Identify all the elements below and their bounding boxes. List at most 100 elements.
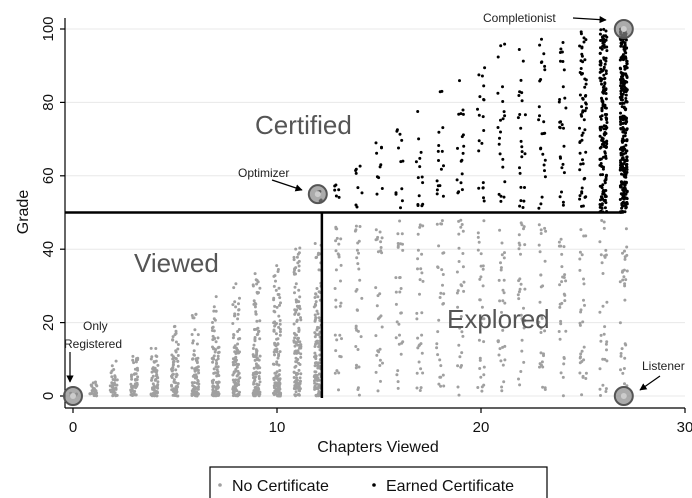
- no-certificate-point-1249: [478, 339, 481, 342]
- no-certificate-point-1322: [517, 378, 520, 381]
- no-certificate-point-870: [293, 271, 296, 274]
- earned-certificate-point-722: [625, 62, 628, 65]
- earned-certificate-point-227: [581, 187, 584, 190]
- earned-certificate-point-76: [462, 113, 465, 116]
- no-certificate-point-1058: [355, 256, 358, 259]
- no-certificate-point-1168: [419, 223, 422, 226]
- no-certificate-point-706: [273, 386, 276, 389]
- no-certificate-point-362: [211, 361, 214, 364]
- no-certificate-point-558: [258, 319, 261, 322]
- no-certificate-point-184: [150, 347, 153, 350]
- earned-certificate-point-21: [376, 175, 379, 178]
- earned-certificate-point-420: [601, 173, 604, 176]
- no-certificate-point-1261: [482, 268, 485, 271]
- no-certificate-point-1201: [442, 385, 445, 388]
- no-certificate-point-1441: [599, 367, 602, 370]
- no-certificate-point-632: [253, 379, 256, 382]
- no-certificate-point-234: [176, 374, 179, 377]
- earned-certificate-point-570: [619, 67, 622, 70]
- no-certificate-point-872: [297, 330, 300, 333]
- earned-certificate-point-130: [519, 199, 522, 202]
- earned-certificate-point-349: [603, 77, 606, 80]
- earned-certificate-point-693: [622, 162, 625, 165]
- no-certificate-point-1419: [603, 325, 606, 328]
- no-certificate-point-1018: [314, 362, 317, 365]
- no-certificate-point-731: [277, 315, 280, 318]
- no-certificate-point-404: [217, 374, 220, 377]
- earned-certificate-point-198: [561, 51, 564, 54]
- no-certificate-point-860: [293, 308, 296, 311]
- earned-certificate-point-178: [544, 159, 547, 162]
- earned-certificate-point-42: [417, 176, 420, 179]
- earned-certificate-point-175: [538, 44, 541, 47]
- earned-certificate-point-79: [456, 147, 459, 150]
- earned-certificate-point-127: [503, 114, 506, 117]
- earned-certificate-point-238: [579, 152, 582, 155]
- no-certificate-point-1057: [360, 335, 363, 338]
- no-certificate-point-124: [133, 392, 136, 395]
- earned-certificate-point-47: [417, 204, 420, 207]
- no-certificate-point-102: [134, 382, 137, 385]
- no-certificate-point-411: [211, 321, 214, 324]
- earned-certificate-point-713: [619, 127, 622, 130]
- earned-certificate-point-151: [518, 166, 521, 169]
- no-certificate-point-1152: [420, 271, 423, 274]
- no-certificate-point-1098: [378, 364, 381, 367]
- earned-certificate-point-261: [579, 94, 582, 97]
- no-certificate-point-1036: [340, 264, 343, 267]
- no-certificate-point-1379: [559, 320, 562, 323]
- earned-certificate-point-710: [624, 46, 627, 49]
- earned-certificate-point-54: [442, 164, 445, 167]
- no-certificate-point-1392: [578, 258, 581, 261]
- no-certificate-point-1385: [563, 357, 566, 360]
- no-certificate-point-1163: [421, 372, 424, 375]
- no-certificate-point-1192: [437, 244, 440, 247]
- no-certificate-point-1361: [564, 330, 567, 333]
- earned-certificate-point-110: [497, 126, 500, 129]
- earned-certificate-point-68: [441, 150, 444, 153]
- no-certificate-point-237: [170, 385, 173, 388]
- no-certificate-point-1221: [456, 292, 459, 295]
- no-certificate-point-497: [237, 373, 240, 376]
- earned-certificate-point-66: [442, 195, 445, 198]
- no-certificate-point-1344: [544, 260, 547, 263]
- no-certificate-point-618: [255, 283, 258, 286]
- no-certificate-point-739: [278, 382, 281, 385]
- earned-certificate-point-139: [517, 116, 520, 119]
- earned-certificate-point-734: [621, 202, 624, 205]
- no-certificate-point-1179: [439, 364, 442, 367]
- no-certificate-point-1418: [600, 334, 603, 337]
- earned-certificate-point-45: [421, 176, 424, 179]
- earned-certificate-point-203: [563, 145, 566, 148]
- earned-certificate-point-731: [623, 121, 626, 124]
- no-certificate-point-832: [299, 343, 302, 346]
- no-certificate-point-583: [258, 371, 261, 374]
- no-certificate-point-246: [172, 390, 175, 393]
- no-certificate-point-1430: [605, 301, 608, 304]
- no-certificate-point-1210: [458, 394, 461, 397]
- no-certificate-point-609: [256, 292, 259, 295]
- no-certificate-point-326: [194, 367, 197, 370]
- no-certificate-point-525: [237, 338, 240, 341]
- earned-certificate-point-432: [599, 71, 602, 74]
- no-certificate-point-1313: [521, 339, 524, 342]
- no-certificate-point-1039: [339, 237, 342, 240]
- earned-certificate-point-647: [624, 144, 627, 147]
- no-certificate-point-1281: [499, 347, 502, 350]
- no-certificate-point-311: [191, 358, 194, 361]
- no-certificate-point-787: [297, 327, 300, 330]
- no-certificate-point-379: [218, 346, 221, 349]
- no-certificate-point-1369: [562, 362, 565, 365]
- no-certificate-point-147: [154, 379, 157, 382]
- earned-certificate-point-403: [601, 109, 604, 112]
- no-certificate-point-1445: [602, 305, 605, 308]
- no-certificate-point-1076: [356, 249, 359, 252]
- no-certificate-point-225: [177, 382, 180, 385]
- y-tick-label-80: 80: [40, 94, 57, 111]
- no-certificate-point-1274: [498, 299, 501, 302]
- no-certificate-point-1346: [541, 366, 544, 369]
- earned-certificate-point-323: [605, 97, 608, 100]
- earned-certificate-point-4: [337, 188, 340, 191]
- no-certificate-point-1254: [482, 340, 485, 343]
- no-certificate-point-647: [275, 289, 278, 292]
